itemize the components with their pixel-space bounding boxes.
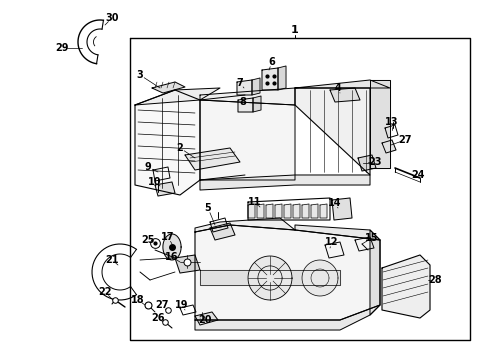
Polygon shape	[382, 255, 430, 318]
Polygon shape	[175, 255, 200, 273]
Polygon shape	[284, 204, 291, 218]
Text: 23: 23	[368, 157, 382, 167]
Polygon shape	[295, 225, 380, 240]
Text: 16: 16	[165, 252, 179, 262]
Polygon shape	[135, 90, 200, 195]
Polygon shape	[355, 237, 374, 251]
Polygon shape	[155, 182, 175, 196]
Polygon shape	[302, 260, 338, 296]
Text: 15: 15	[365, 233, 379, 243]
Polygon shape	[185, 148, 240, 170]
Polygon shape	[295, 80, 390, 88]
Text: 22: 22	[98, 287, 112, 297]
Text: 17: 17	[161, 232, 175, 242]
Polygon shape	[370, 80, 390, 168]
Text: 11: 11	[248, 197, 262, 207]
Polygon shape	[130, 38, 470, 340]
Polygon shape	[210, 223, 235, 240]
Polygon shape	[293, 204, 300, 218]
Polygon shape	[275, 204, 282, 218]
Polygon shape	[163, 234, 181, 260]
Polygon shape	[278, 66, 286, 90]
Polygon shape	[195, 225, 380, 320]
Text: 25: 25	[141, 235, 155, 245]
Text: 21: 21	[105, 255, 119, 265]
Text: 29: 29	[55, 43, 69, 53]
Polygon shape	[382, 140, 396, 153]
Polygon shape	[262, 68, 278, 90]
Text: 9: 9	[145, 162, 151, 172]
Text: 27: 27	[155, 300, 169, 310]
Polygon shape	[195, 305, 380, 330]
Polygon shape	[302, 204, 309, 218]
Text: 30: 30	[105, 13, 119, 23]
Text: 1: 1	[291, 25, 299, 35]
Polygon shape	[330, 88, 360, 102]
Text: 19: 19	[175, 300, 189, 310]
Text: 2: 2	[176, 143, 183, 153]
Polygon shape	[253, 96, 261, 112]
Polygon shape	[370, 230, 380, 315]
Polygon shape	[237, 80, 252, 95]
Polygon shape	[195, 218, 295, 232]
Polygon shape	[320, 204, 327, 218]
Polygon shape	[248, 256, 292, 300]
Polygon shape	[238, 98, 253, 112]
Text: 27: 27	[398, 135, 412, 145]
Text: 5: 5	[205, 203, 211, 213]
Polygon shape	[200, 270, 340, 285]
Text: 6: 6	[269, 57, 275, 67]
Text: 13: 13	[385, 117, 399, 127]
Text: 12: 12	[325, 237, 339, 247]
Text: 7: 7	[237, 78, 244, 88]
Polygon shape	[266, 204, 273, 218]
Polygon shape	[325, 242, 344, 258]
Polygon shape	[135, 88, 220, 105]
Polygon shape	[295, 88, 370, 175]
Polygon shape	[257, 204, 264, 218]
Text: 14: 14	[328, 198, 342, 208]
Polygon shape	[248, 204, 255, 218]
Polygon shape	[152, 82, 185, 93]
Text: 28: 28	[428, 275, 442, 285]
Text: 18: 18	[131, 295, 145, 305]
Polygon shape	[195, 312, 218, 325]
Text: 3: 3	[137, 70, 144, 80]
Polygon shape	[311, 204, 318, 218]
Polygon shape	[200, 100, 295, 180]
Text: 26: 26	[151, 313, 165, 323]
Text: 24: 24	[411, 170, 425, 180]
Text: 8: 8	[240, 97, 246, 107]
Polygon shape	[200, 175, 370, 190]
Polygon shape	[200, 88, 295, 105]
Polygon shape	[358, 155, 376, 171]
Text: 20: 20	[198, 315, 212, 325]
Text: 10: 10	[148, 177, 162, 187]
Text: 4: 4	[335, 83, 342, 93]
Polygon shape	[252, 78, 260, 95]
Polygon shape	[332, 198, 352, 220]
